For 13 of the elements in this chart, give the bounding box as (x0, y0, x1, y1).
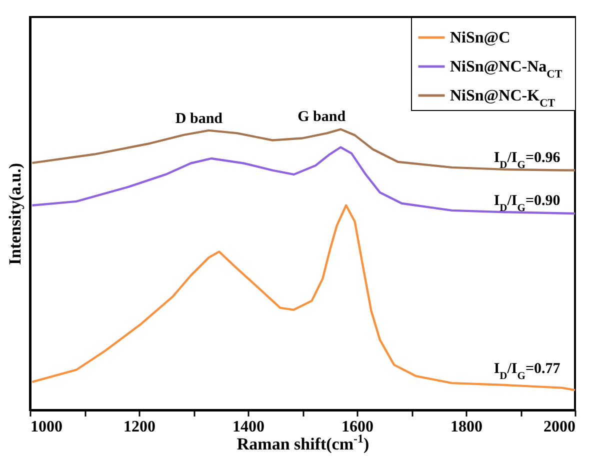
x-tick-label: 1800 (450, 418, 482, 436)
legend-label: NiSn@C (450, 30, 510, 46)
legend-label: NiSn@NC-K$_{CT}$ (450, 88, 556, 110)
legend-label: NiSn@NC-Na$_{CT}$ (450, 58, 563, 80)
text: G band (298, 109, 346, 126)
annotation: I$_{D}$/I$_{G}$=0.90 (494, 193, 560, 214)
y-axis-title: Intensity(a.u.) (6, 162, 24, 266)
x-tick-label: 1200 (124, 418, 156, 436)
annotation: I$_{D}$/I$_{G}$=0.96 (494, 150, 561, 170)
annotation: I$_{D}$/I$_{G}$=0.77 (494, 360, 561, 382)
text: D band (175, 111, 224, 127)
x-tick-label: 1000 (30, 418, 62, 436)
x-tick-label: 2000 (544, 418, 576, 436)
